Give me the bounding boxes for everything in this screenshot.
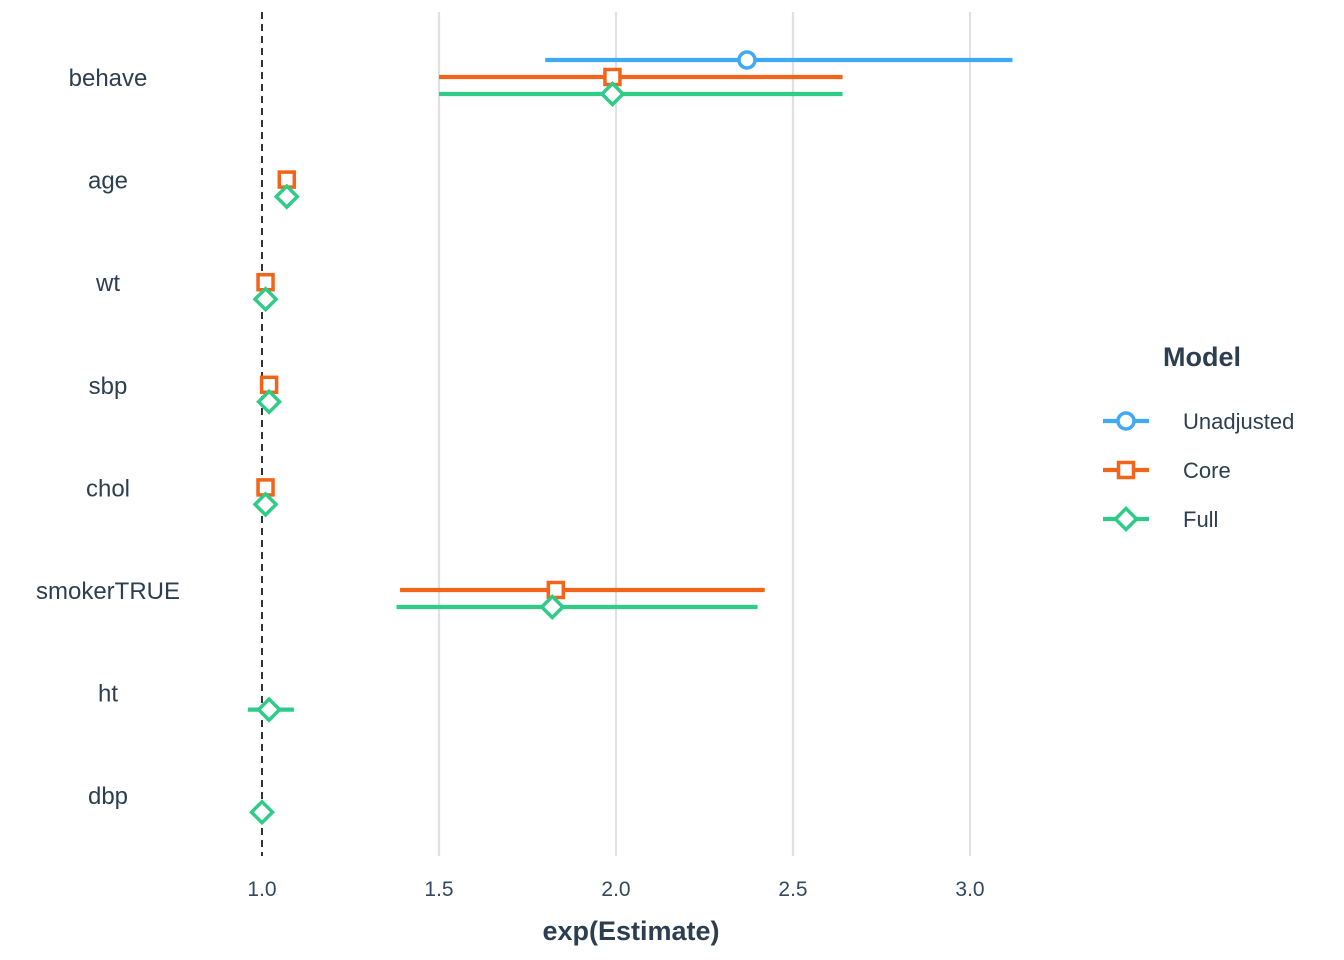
point-estimates <box>249 50 757 826</box>
point-full-sbp <box>256 388 283 415</box>
point-full-wt <box>252 286 279 313</box>
y-tick-label: behave <box>69 65 148 92</box>
legend: Model Unadjusted Core Full <box>1103 342 1294 532</box>
x-axis-tick-labels: 1.0 1.5 2.0 2.5 3.0 <box>247 878 984 901</box>
x-tick-label: 1.5 <box>424 878 453 901</box>
y-tick-label: smokerTRUE <box>36 578 180 605</box>
y-tick-label: ht <box>98 681 118 708</box>
point-full-behave <box>599 81 626 107</box>
point-full-age <box>273 183 300 210</box>
legend-label-unadjusted: Unadjusted <box>1183 409 1294 434</box>
point-full-chol <box>252 491 279 518</box>
y-tick-label: wt <box>95 270 120 297</box>
x-tick-label: 3.0 <box>955 878 984 901</box>
x-tick-label: 2.5 <box>778 878 807 901</box>
legend-key-circle-icon <box>1116 411 1136 431</box>
legend-key-diamond-icon <box>1113 506 1139 532</box>
y-tick-label: dbp <box>88 783 128 810</box>
y-tick-label: sbp <box>89 373 128 400</box>
point-full-dbp <box>249 799 275 826</box>
y-tick-label: age <box>88 168 128 195</box>
x-tick-label: 2.0 <box>601 878 630 901</box>
legend-label-core: Core <box>1183 458 1231 483</box>
point-unadjusted-behave <box>737 50 757 70</box>
legend-key-square-icon <box>1116 460 1136 480</box>
point-full-smokerTRUE <box>539 594 566 620</box>
confidence-intervals <box>247 57 1013 815</box>
gridlines <box>437 12 972 856</box>
x-tick-label: 1.0 <box>247 878 276 901</box>
point-full-ht <box>256 696 283 723</box>
legend-label-full: Full <box>1183 507 1218 532</box>
y-tick-label: chol <box>86 475 130 502</box>
x-axis-title: exp(Estimate) <box>542 916 719 946</box>
legend-title: Model <box>1163 342 1241 372</box>
y-axis-labels: behave age wt sbp chol smokerTRUE ht dbp <box>36 65 180 810</box>
point-core-smokerTRUE <box>546 580 566 600</box>
